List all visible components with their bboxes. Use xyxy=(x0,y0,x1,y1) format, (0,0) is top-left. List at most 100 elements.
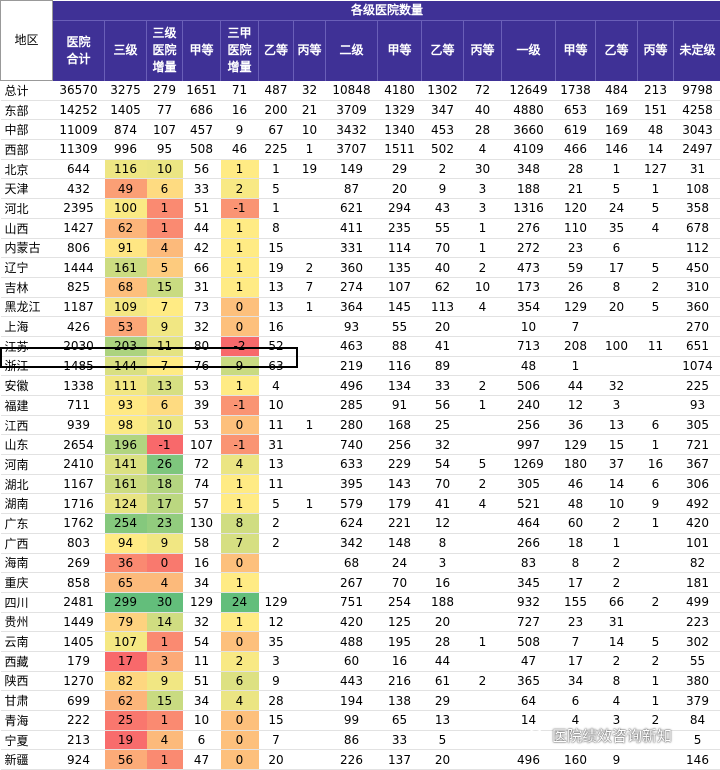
value-cell: 1 xyxy=(259,159,294,179)
value-cell: 11 xyxy=(183,651,221,671)
value-cell xyxy=(464,592,502,612)
value-cell: 213 xyxy=(53,730,105,750)
value-cell: 9 xyxy=(596,750,638,770)
value-cell: 21 xyxy=(294,100,326,120)
value-cell: 60 xyxy=(556,514,596,534)
value-cell xyxy=(294,691,326,711)
value-cell: 26 xyxy=(147,455,183,475)
column-header: 三甲医院增量 xyxy=(221,20,259,81)
value-cell: 2 xyxy=(596,553,638,573)
region-cell: 安徽 xyxy=(1,376,53,396)
region-cell: 重庆 xyxy=(1,573,53,593)
value-cell: 173 xyxy=(502,277,556,297)
value-cell: 24 xyxy=(221,592,259,612)
value-cell: 266 xyxy=(502,533,556,553)
value-cell: 360 xyxy=(326,258,378,278)
value-cell: 4 xyxy=(147,573,183,593)
value-cell: 12 xyxy=(556,396,596,416)
value-cell: 5 xyxy=(638,632,674,652)
value-cell: 997 xyxy=(502,435,556,455)
value-cell: 14 xyxy=(596,632,638,652)
value-cell: 2 xyxy=(294,258,326,278)
value-cell: 2 xyxy=(464,671,502,691)
value-cell: 67 xyxy=(259,120,294,140)
value-cell: 44 xyxy=(183,218,221,238)
value-cell: 49 xyxy=(105,179,147,199)
value-cell: 0 xyxy=(221,317,259,337)
value-cell: 579 xyxy=(326,494,378,514)
value-cell: 488 xyxy=(326,632,378,652)
value-cell xyxy=(294,711,326,731)
value-cell: 144 xyxy=(105,356,147,376)
value-cell xyxy=(464,415,502,435)
value-cell: 66 xyxy=(183,258,221,278)
value-cell: 20 xyxy=(422,317,464,337)
value-cell: 7 xyxy=(147,297,183,317)
value-cell: 740 xyxy=(326,435,378,455)
value-cell: 65 xyxy=(105,573,147,593)
value-cell: 1 xyxy=(464,218,502,238)
value-cell: 32 xyxy=(422,435,464,455)
value-cell: 107 xyxy=(378,277,422,297)
value-cell: 11 xyxy=(259,474,294,494)
value-cell: 1405 xyxy=(53,632,105,652)
value-cell: 502 xyxy=(422,140,464,160)
value-cell: 111 xyxy=(105,376,147,396)
value-cell: 43 xyxy=(422,199,464,219)
value-cell: 101 xyxy=(674,533,720,553)
value-cell: 699 xyxy=(53,691,105,711)
value-cell: 1 xyxy=(221,612,259,632)
region-cell: 新疆 xyxy=(1,750,53,770)
value-cell xyxy=(638,396,674,416)
value-cell: 125 xyxy=(378,612,422,632)
value-cell xyxy=(638,533,674,553)
value-cell: 89 xyxy=(422,356,464,376)
value-cell: 10 xyxy=(183,711,221,731)
value-cell xyxy=(259,573,294,593)
value-cell xyxy=(464,691,502,711)
value-cell: 364 xyxy=(326,297,378,317)
value-cell: 6 xyxy=(596,238,638,258)
value-cell: 8 xyxy=(556,553,596,573)
value-cell: 46 xyxy=(556,474,596,494)
value-cell: 54 xyxy=(422,455,464,475)
value-cell: 653 xyxy=(556,100,596,120)
region-cell: 中部 xyxy=(1,120,53,140)
value-cell: 453 xyxy=(422,120,464,140)
value-cell xyxy=(638,750,674,770)
value-cell: 223 xyxy=(674,612,720,632)
value-cell: 256 xyxy=(378,435,422,455)
value-cell: 20 xyxy=(259,750,294,770)
value-cell: 17 xyxy=(147,494,183,514)
value-cell: 3 xyxy=(464,199,502,219)
value-cell: 66 xyxy=(596,592,638,612)
value-cell: 1 xyxy=(596,159,638,179)
value-cell: 2654 xyxy=(53,435,105,455)
value-cell: 34 xyxy=(556,671,596,691)
value-cell: 138 xyxy=(378,691,422,711)
value-cell: 28 xyxy=(556,159,596,179)
value-cell: 208 xyxy=(556,336,596,356)
region-cell: 江苏 xyxy=(1,336,53,356)
value-cell: 331 xyxy=(326,238,378,258)
value-cell: 379 xyxy=(674,691,720,711)
value-cell: 7 xyxy=(259,730,294,750)
value-cell: 32 xyxy=(183,317,221,337)
region-cell: 西藏 xyxy=(1,651,53,671)
value-cell: 2 xyxy=(596,573,638,593)
value-cell: 219 xyxy=(326,356,378,376)
value-cell: 15 xyxy=(147,277,183,297)
value-cell: 6 xyxy=(183,730,221,750)
value-cell: 169 xyxy=(596,100,638,120)
value-cell: 2 xyxy=(259,514,294,534)
value-cell: 44 xyxy=(556,376,596,396)
value-cell: 4 xyxy=(147,730,183,750)
value-cell: 1 xyxy=(147,632,183,652)
value-cell: 41 xyxy=(422,494,464,514)
value-cell: 5 xyxy=(638,258,674,278)
value-cell: 1 xyxy=(147,199,183,219)
value-cell: 70 xyxy=(422,474,464,494)
